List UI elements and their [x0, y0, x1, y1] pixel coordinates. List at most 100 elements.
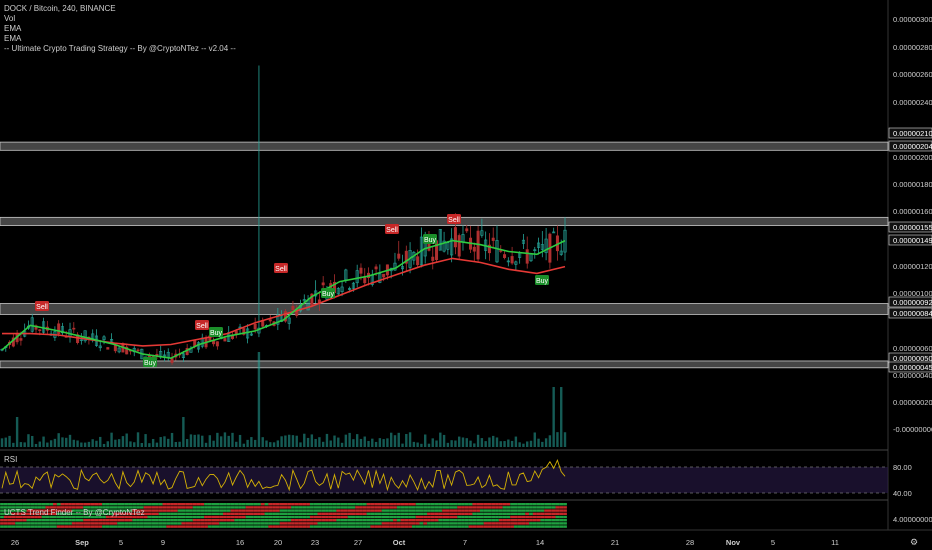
- trend-cell: [64, 503, 69, 506]
- trend-cell: [400, 509, 405, 512]
- trend-cell: [408, 515, 412, 519]
- trend-rows: [0, 503, 567, 528]
- legend-ema-2[interactable]: EMA: [4, 34, 22, 43]
- trend-cell: [26, 503, 31, 506]
- trend-cell: [15, 519, 20, 522]
- trend-cell: [241, 509, 246, 512]
- trend-cell: [351, 515, 356, 519]
- volume-bar: [552, 387, 555, 447]
- price-box-text: 0.00000210: [893, 129, 932, 138]
- signal-label: Sell: [196, 323, 208, 330]
- trend-cell: [275, 506, 280, 509]
- rsi-pane-label[interactable]: RSI: [4, 455, 18, 464]
- legend-symbol[interactable]: DOCK / Bitcoin, 240, BINANCE: [4, 4, 116, 13]
- trend-cell: [170, 525, 174, 528]
- volume-bar: [216, 432, 219, 447]
- trend-cell: [185, 506, 190, 509]
- trend-cell: [71, 522, 76, 525]
- volume-bar: [473, 443, 476, 447]
- trend-cell: [328, 503, 333, 506]
- trend-cell: [317, 506, 322, 509]
- trend-cell: [204, 512, 208, 515]
- trend-cell: [355, 509, 360, 512]
- trend-cell: [457, 515, 462, 519]
- trend-cell: [68, 522, 72, 525]
- trend-cell: [498, 503, 503, 506]
- candle-body: [38, 329, 42, 331]
- volume-bar: [80, 442, 83, 447]
- trend-cell: [241, 515, 246, 519]
- trend-cell: [143, 512, 148, 515]
- trend-cell: [306, 522, 310, 525]
- trend-cell: [517, 519, 522, 522]
- zone-1: [0, 216, 889, 226]
- trend-cell: [128, 509, 133, 512]
- trend-cell: [41, 515, 46, 519]
- trend-cell: [204, 506, 208, 509]
- trend-cell: [238, 503, 242, 506]
- price-box-text: 0.00000204: [893, 142, 932, 151]
- trend-cell: [215, 506, 220, 509]
- trend-cell: [64, 522, 69, 525]
- trend-cell: [483, 506, 488, 509]
- trend-cell: [536, 522, 541, 525]
- volume-bar: [450, 440, 453, 447]
- trend-cell: [177, 506, 182, 509]
- trend-cell: [158, 512, 163, 515]
- trend-cell: [487, 515, 492, 519]
- trend-cell: [170, 522, 174, 525]
- trend-cell: [30, 503, 35, 506]
- trend-cell: [68, 525, 72, 528]
- candle-body: [19, 338, 23, 341]
- volume-bar: [435, 440, 438, 447]
- trend-cell: [332, 509, 337, 512]
- trend-cell: [45, 525, 50, 528]
- trend-cell: [260, 512, 265, 515]
- trend-cell: [343, 509, 348, 512]
- candle-body: [351, 282, 355, 289]
- volume-bar: [72, 439, 75, 447]
- legend-ema-1[interactable]: EMA: [4, 24, 22, 33]
- trend-cell: [343, 525, 348, 528]
- trend-cell: [321, 512, 326, 515]
- trend-cell: [56, 503, 61, 506]
- volume-bar: [488, 437, 491, 447]
- trend-cell: [404, 515, 409, 519]
- time-tick-label: 5: [771, 538, 775, 547]
- trend-cell: [563, 506, 567, 509]
- trend-cell: [328, 522, 333, 525]
- trend-cell: [445, 525, 450, 528]
- trend-cell: [366, 519, 371, 522]
- volume-bar: [544, 438, 548, 447]
- trend-cell: [166, 519, 171, 522]
- trend-cell: [132, 515, 137, 519]
- trend-cell: [7, 512, 12, 515]
- trend-cell: [121, 522, 125, 525]
- signal-badge: [274, 263, 288, 273]
- volume-bar: [197, 434, 200, 447]
- trend-cell: [283, 515, 288, 519]
- trend-cell: [498, 515, 503, 519]
- trend-cell: [510, 506, 515, 509]
- trend-cell: [79, 512, 84, 515]
- candle-body: [378, 273, 382, 283]
- trend-cell: [427, 506, 431, 509]
- trend-cell: [396, 503, 401, 506]
- trend-cell: [102, 522, 106, 525]
- trend-cell: [502, 519, 507, 522]
- candle-body: [253, 323, 257, 330]
- trend-cell: [3, 515, 8, 519]
- trend-cell: [75, 519, 80, 522]
- signal-label: Buy: [424, 237, 437, 244]
- volume-bar: [408, 432, 412, 447]
- volume-bar: [329, 440, 332, 447]
- trend-cell: [483, 522, 488, 525]
- trend-cell: [525, 522, 530, 525]
- trend-pane-label[interactable]: UCTS Trend Finder -- By @CryptoNTez: [4, 508, 145, 517]
- legend-strategy[interactable]: -- Ultimate Crypto Trading Strategy -- B…: [4, 44, 236, 53]
- candle-body: [506, 260, 510, 263]
- trend-cell: [215, 515, 220, 519]
- trend-cell: [196, 506, 201, 509]
- legend-volume[interactable]: Vol: [4, 14, 16, 23]
- trend-cell: [430, 509, 435, 512]
